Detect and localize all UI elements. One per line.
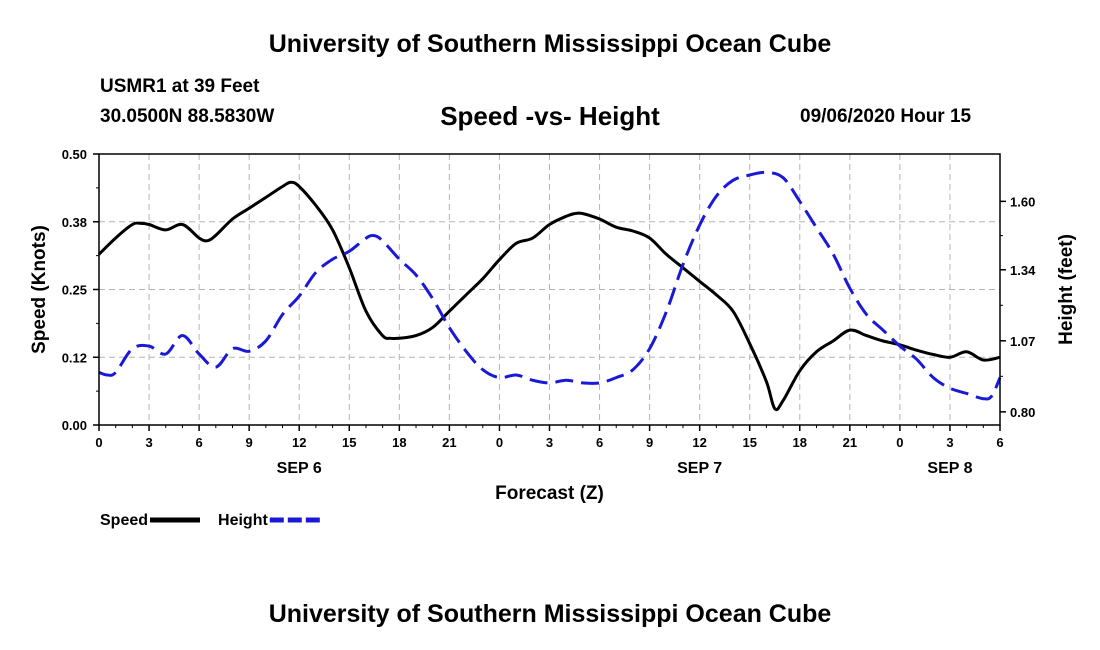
y-left-tick-label: 0.38 bbox=[62, 215, 87, 230]
x-axis-title: Forecast (Z) bbox=[495, 483, 604, 504]
x-tick-label: 21 bbox=[442, 435, 456, 450]
forecast-datetime: 09/06/2020 Hour 15 bbox=[800, 106, 972, 127]
legend-label-height: Height bbox=[218, 512, 268, 529]
x-tick-label: 6 bbox=[596, 435, 603, 450]
x-date-label: SEP 7 bbox=[677, 460, 722, 477]
legend: Speed Height bbox=[100, 512, 320, 529]
x-date-label: SEP 8 bbox=[927, 460, 972, 477]
x-tick-label: 3 bbox=[946, 435, 953, 450]
series-line-speed bbox=[97, 180, 1001, 412]
y-axis-left-title: Speed (Knots) bbox=[29, 225, 50, 354]
x-tick-label: 15 bbox=[342, 435, 356, 450]
chart-bottom-title: University of Southern Mississippi Ocean… bbox=[268, 600, 832, 628]
station-label: USMR1 at 39 Feet bbox=[100, 76, 260, 97]
y-left-tick-label: 0.25 bbox=[62, 283, 87, 298]
x-tick-label: 0 bbox=[496, 435, 503, 450]
axis-ticks: 0 3 6 9 12 15 18 21 0 3 6 9 12 15 18 21 0 3 6 SEP 6 SEP 7 SEP… bbox=[62, 147, 1036, 477]
x-tick-label: 12 bbox=[692, 435, 706, 450]
x-tick-label: 21 bbox=[843, 435, 857, 450]
chart-subtitle: Speed -vs- Height bbox=[440, 101, 660, 131]
series-lines bbox=[97, 170, 1002, 412]
y-right-tick-label: 1.07 bbox=[1010, 334, 1035, 349]
coordinates-label: 30.0500N 88.5830W bbox=[100, 106, 275, 127]
x-tick-label: 12 bbox=[292, 435, 306, 450]
legend-label-speed: Speed bbox=[100, 512, 148, 529]
x-tick-label: 18 bbox=[392, 435, 406, 450]
x-tick-label: 3 bbox=[546, 435, 553, 450]
y-left-tick-label: 0.12 bbox=[62, 350, 87, 365]
y-axis-right-title: Height (feet) bbox=[1056, 234, 1077, 345]
grid-lines bbox=[99, 154, 1000, 425]
x-tick-label: 3 bbox=[145, 435, 152, 450]
x-tick-label: 9 bbox=[246, 435, 253, 450]
y-right-tick-label: 0.80 bbox=[1010, 405, 1035, 420]
x-date-label: SEP 6 bbox=[277, 460, 322, 477]
y-left-tick-label: 0.00 bbox=[62, 418, 87, 433]
y-left-tick-label: 0.50 bbox=[62, 147, 87, 162]
x-tick-label: 9 bbox=[646, 435, 653, 450]
x-tick-label: 6 bbox=[996, 435, 1003, 450]
x-tick-label: 18 bbox=[793, 435, 807, 450]
x-tick-label: 6 bbox=[195, 435, 202, 450]
chart-top-title: University of Southern Mississippi Ocean… bbox=[268, 30, 832, 58]
series-line-height bbox=[98, 170, 1002, 401]
x-tick-label: 0 bbox=[896, 435, 903, 450]
x-tick-label: 15 bbox=[742, 435, 756, 450]
y-right-tick-label: 1.60 bbox=[1010, 194, 1035, 209]
y-right-tick-label: 1.34 bbox=[1010, 263, 1036, 278]
x-tick-label: 0 bbox=[95, 435, 102, 450]
